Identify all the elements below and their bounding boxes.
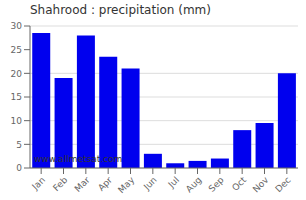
svg-text:Jan: Jan	[30, 175, 48, 193]
svg-text:25: 25	[11, 45, 22, 55]
svg-text:30: 30	[11, 21, 23, 31]
svg-text:Apr: Apr	[96, 175, 114, 193]
svg-text:0: 0	[16, 163, 22, 173]
svg-text:Dec: Dec	[273, 175, 292, 194]
svg-text:Sep: Sep	[207, 175, 226, 194]
svg-text:Jun: Jun	[141, 175, 159, 193]
html-text:Shahrood : precipitation (mm): Shahrood : precipitation (mm)	[30, 3, 211, 17]
svg-text:10: 10	[11, 116, 23, 126]
svg-text:Nov: Nov	[251, 174, 271, 194]
svg-text:Mar: Mar	[73, 175, 92, 194]
svg-text:5: 5	[16, 140, 22, 150]
svg-text:15: 15	[11, 92, 22, 102]
svg-text:Aug: Aug	[184, 175, 204, 195]
svg-text:May: May	[116, 174, 137, 195]
svg-text:Jul: Jul	[166, 175, 181, 190]
svg-text:Oct: Oct	[230, 175, 248, 193]
html-text:www.allmetsat.com: www.allmetsat.com	[34, 154, 123, 164]
svg-text:Feb: Feb	[51, 175, 70, 194]
svg-text:20: 20	[11, 69, 23, 79]
